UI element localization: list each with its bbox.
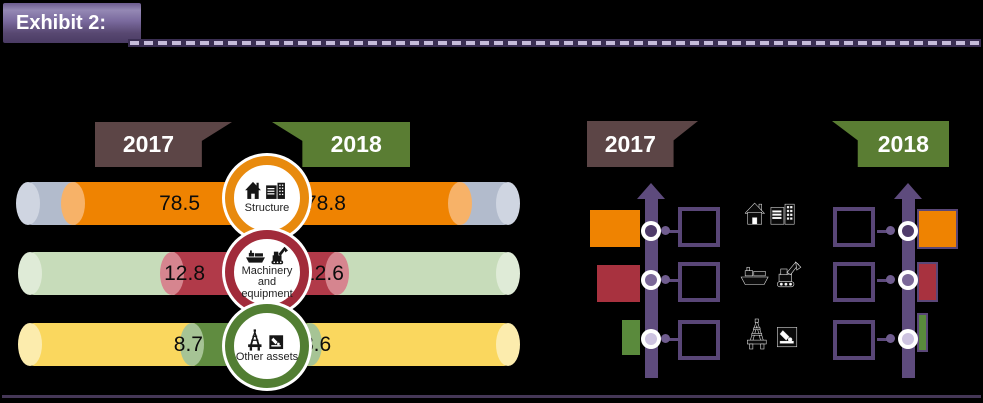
timeline-2018-arrow-icon xyxy=(894,183,922,199)
structure-label: Structure xyxy=(244,202,290,215)
assets-label: Other assets xyxy=(235,350,299,363)
empty-box-2017-structure xyxy=(678,207,720,247)
assets-2017-value: 8.7 xyxy=(173,333,203,356)
timeline-2018-bead-assets xyxy=(886,334,895,343)
right-banner-2017: 2017 xyxy=(587,121,698,167)
exhibit-title-box: Exhibit 2: xyxy=(3,3,141,43)
swatch-structure-2017 xyxy=(590,210,640,247)
oil-rig-microscope-icon xyxy=(245,329,289,351)
machinery-label: Machinery and equipment xyxy=(241,264,293,300)
empty-box-2017-assets xyxy=(678,320,720,360)
connector-2018-structure xyxy=(877,230,889,233)
dashed-line xyxy=(130,41,979,45)
title-dashed-underline xyxy=(128,39,981,47)
timeline-2018-node-machinery xyxy=(898,270,918,290)
house-building-icon xyxy=(742,202,802,228)
footer-divider-line xyxy=(2,395,981,398)
connector-2017-assets xyxy=(668,338,680,341)
timeline-2018-bead-machinery xyxy=(886,275,895,284)
swatch-assets-2017 xyxy=(622,320,640,355)
timeline-2018-bead-structure xyxy=(886,226,895,235)
timeline-2017-arrow-icon xyxy=(637,183,665,199)
connector-2017-machinery xyxy=(668,279,680,282)
right-banner-2017-label: 2017 xyxy=(604,131,656,157)
connector-2017-structure xyxy=(668,230,680,233)
ship-excavator-icon xyxy=(244,244,290,265)
timeline-2017-node-assets xyxy=(641,329,661,349)
structure-2017-value: 78.5 xyxy=(159,192,200,215)
empty-box-2018-structure xyxy=(833,207,875,247)
right-banner-2018: 2018 xyxy=(832,121,949,167)
timeline-2018-node-assets xyxy=(898,329,918,349)
swatch-structure-2018 xyxy=(917,209,958,249)
right-banner-2018-label: 2018 xyxy=(877,131,929,157)
timeline-2017-bead-machinery xyxy=(661,275,670,284)
empty-box-2017-machinery xyxy=(678,262,720,302)
left-banner-2017-label: 2017 xyxy=(122,131,175,157)
connector-2018-assets xyxy=(877,338,889,341)
timeline-2017-node-structure xyxy=(641,221,661,241)
timeline-2017-bead-assets xyxy=(661,334,670,343)
swatch-assets-2018 xyxy=(917,313,928,352)
exhibit-label: Exhibit 2: xyxy=(16,12,107,34)
swatch-machinery-2018 xyxy=(917,262,938,302)
machinery-category-circle: Machinery and equipment xyxy=(225,230,309,314)
timeline-2017-node-machinery xyxy=(641,270,661,290)
assets-2018-value: 8.6 xyxy=(302,333,332,356)
empty-box-2018-machinery xyxy=(833,262,875,302)
machinery-2017-value: 12.8 xyxy=(164,262,205,285)
timeline-2017-bead-structure xyxy=(661,226,670,235)
oil-rig-microscope-icon xyxy=(744,318,804,350)
structure-category-circle: Structure xyxy=(225,156,309,240)
empty-box-2018-assets xyxy=(833,320,875,360)
house-building-icon xyxy=(244,181,290,202)
left-banner-2017: 2017 xyxy=(95,122,232,167)
ship-excavator-icon xyxy=(740,258,802,288)
left-banner-2018-label: 2018 xyxy=(330,131,382,157)
structure-2018-value: 78.8 xyxy=(305,192,346,215)
machinery-2018-value: 12.6 xyxy=(303,262,344,285)
connector-2018-machinery xyxy=(877,279,889,282)
assets-category-circle: Other assets xyxy=(225,304,309,388)
timeline-2018-node-structure xyxy=(898,221,918,241)
swatch-machinery-2017 xyxy=(597,265,640,302)
left-banner-2018: 2018 xyxy=(272,122,410,167)
